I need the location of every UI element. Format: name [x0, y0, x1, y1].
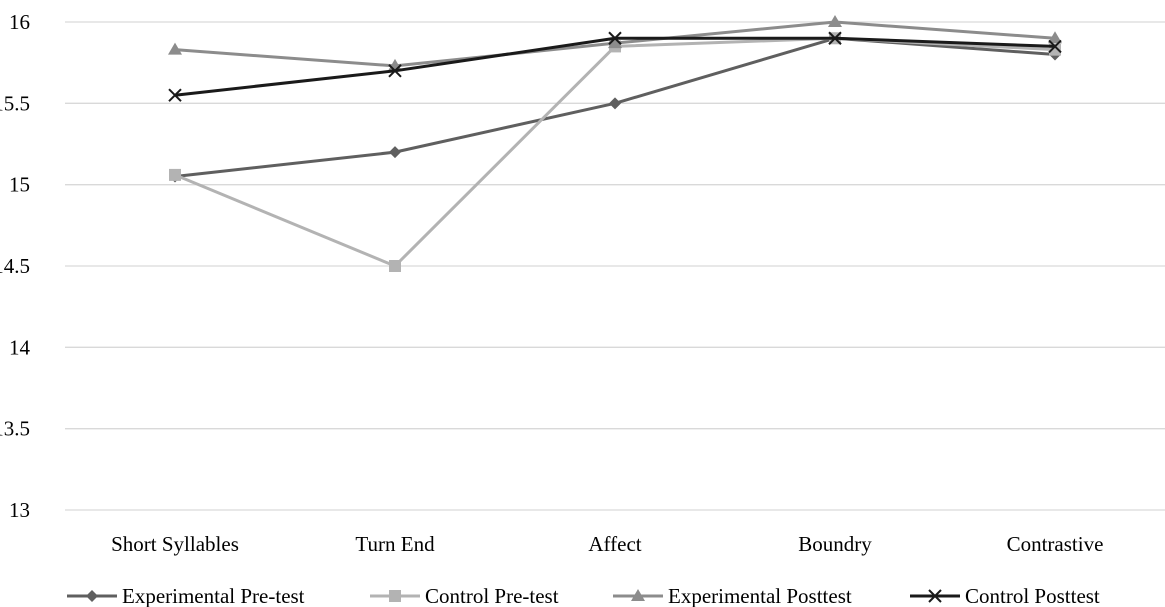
x-tick-label: Short Syllables [111, 532, 239, 556]
data-point-triangle [1048, 31, 1062, 44]
legend-label: Experimental Posttest [668, 584, 852, 607]
series-x [168, 31, 1062, 102]
data-point-triangle [608, 36, 622, 49]
x-tick-label: Contrastive [1007, 532, 1104, 556]
y-axis-tick-labels: 13 13.5 14 14.5 15 15.5 16 [0, 10, 31, 522]
series-lines [168, 15, 1062, 272]
legend-marker-diamond [86, 590, 98, 602]
series-line [174, 36, 1056, 268]
data-point-x [608, 31, 622, 45]
legend-label: Control Pre-test [425, 584, 559, 607]
y-tick-label: 15.5 [0, 91, 30, 115]
data-point-square [389, 260, 401, 272]
gridlines [65, 21, 1165, 511]
y-tick-label: 15 [9, 173, 30, 197]
legend-item: Control Pre-test [370, 584, 559, 607]
data-point-x [828, 31, 842, 45]
y-tick-label: 14 [9, 335, 31, 359]
y-tick-label: 16 [9, 10, 30, 34]
data-point-diamond [609, 97, 621, 110]
y-tick-label: 13 [9, 498, 30, 522]
data-point-x [1048, 39, 1062, 54]
series-diamond [169, 32, 1061, 183]
data-point-triangle [828, 15, 842, 27]
y-tick-label: 13.5 [0, 417, 30, 441]
data-point-x [388, 64, 402, 78]
data-point-square [169, 168, 181, 181]
x-tick-label: Affect [588, 532, 641, 556]
legend-label: Control Posttest [965, 584, 1100, 607]
legend-marker-triangle [631, 589, 645, 601]
legend-label: Experimental Pre-test [122, 584, 305, 607]
data-point-diamond [389, 146, 401, 159]
legend-item: Experimental Pre-test [67, 584, 305, 607]
data-point-x [168, 88, 182, 102]
y-tick-label: 14.5 [0, 254, 30, 278]
legend-item: Control Posttest [910, 584, 1100, 607]
x-axis-tick-labels: Short Syllables Turn End Affect Boundry Cont… [111, 532, 1103, 556]
legend-marker-x [928, 589, 942, 603]
legend-item: Experimental Posttest [613, 584, 852, 607]
x-tick-label: Turn End [355, 532, 435, 556]
data-point-triangle [168, 42, 182, 55]
legend: Experimental Pre-test Control Pre-test Exp… [67, 584, 1100, 607]
legend-marker-square [389, 590, 401, 602]
series-triangle [168, 15, 1062, 71]
series-square [169, 32, 1061, 272]
x-tick-label: Boundry [798, 532, 872, 556]
